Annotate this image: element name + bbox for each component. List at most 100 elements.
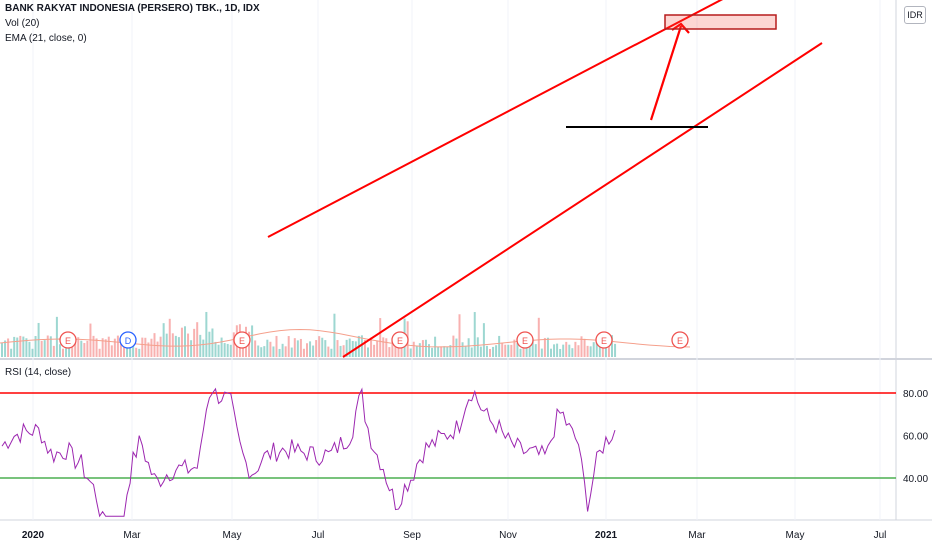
volume-bar <box>77 337 80 357</box>
volume-bar <box>135 347 138 357</box>
volume-bar <box>601 347 604 357</box>
volume-bar <box>196 322 199 357</box>
volume-bar <box>281 343 284 357</box>
rsi-tick-label: 40.00 <box>903 474 928 485</box>
volume-bar <box>4 340 7 357</box>
event-marker-circle <box>595 331 613 349</box>
price-pane[interactable] <box>0 0 896 357</box>
volume-bar <box>318 336 321 357</box>
volume-bar <box>208 331 211 357</box>
volume-bar <box>513 339 516 357</box>
volume-bar <box>516 342 519 357</box>
volume-bar <box>553 344 556 357</box>
volume-bar <box>397 345 400 357</box>
volume-bar <box>510 344 513 357</box>
volume-bar <box>577 345 580 357</box>
volume-bar <box>107 336 110 357</box>
volume-bar <box>467 338 470 357</box>
volume-bar <box>379 318 382 357</box>
volume-bar <box>257 345 260 357</box>
rsi-legend[interactable]: RSI (14, close) <box>5 367 72 378</box>
volume-bar <box>193 328 196 357</box>
time-tick-label: 2021 <box>595 530 618 541</box>
volume-bar <box>376 340 379 357</box>
volume-bar <box>589 346 592 357</box>
volume-bar <box>144 337 147 357</box>
volume-bar <box>299 338 302 357</box>
volume-bar <box>424 339 427 357</box>
volume-bar <box>464 346 467 357</box>
volume-bar <box>446 346 449 357</box>
volume-bar <box>55 316 58 357</box>
volume-bar <box>302 348 305 357</box>
grid-lines <box>32 0 881 520</box>
rsi-pane[interactable] <box>0 361 896 519</box>
volume-bar <box>251 325 254 357</box>
volume-bar <box>229 344 232 357</box>
volume-bar <box>495 345 498 357</box>
volume-bar <box>116 335 119 357</box>
volume-bar <box>13 336 16 357</box>
volume-bar <box>607 343 610 357</box>
volume-bar <box>351 340 354 357</box>
volume-bar <box>559 348 562 357</box>
volume-bar <box>34 336 37 357</box>
volume-bar <box>568 344 571 357</box>
volume-bar <box>330 348 333 357</box>
volume-bar <box>473 312 476 357</box>
volume-bar <box>440 346 443 357</box>
volume-bar <box>180 327 183 357</box>
event-marker-label: E <box>677 336 683 346</box>
volume-bar <box>421 340 424 357</box>
volume-bar <box>595 341 598 357</box>
time-tick-label: May <box>786 530 805 541</box>
volume-bar <box>342 345 345 357</box>
volume-bar <box>43 340 46 357</box>
volume-bar <box>293 338 296 357</box>
volume-bar <box>345 339 348 357</box>
volume-bar <box>370 337 373 357</box>
volume-bar <box>263 346 266 357</box>
time-tick-label: Sep <box>403 530 421 541</box>
volume-bar <box>226 343 229 357</box>
volume-bar <box>485 345 488 357</box>
volume-bar <box>71 343 74 357</box>
vol-legend[interactable]: Vol (20) <box>5 18 40 29</box>
volume-bar <box>190 340 193 357</box>
rsi-tick-label: 80.00 <box>903 389 928 400</box>
price-scale[interactable]: 4840479044203950379035803250295027502570… <box>897 0 928 485</box>
volume-bar <box>458 314 461 357</box>
rsi-indicator <box>0 387 896 518</box>
volume-bar <box>278 348 281 357</box>
volume-bar <box>150 338 153 357</box>
volume-bar <box>431 347 434 357</box>
event-marker-label: E <box>397 336 403 346</box>
volume-bar <box>220 337 223 357</box>
time-tick-label: Jul <box>312 530 325 541</box>
volume-bar <box>1 343 3 357</box>
volume-bar <box>321 337 324 357</box>
volume-bar <box>461 342 464 357</box>
volume-bar <box>98 348 101 357</box>
volume-bar <box>315 340 318 357</box>
volume-bar <box>449 345 452 357</box>
volume-bar <box>598 345 601 357</box>
volume-bar <box>232 332 235 357</box>
symbol-title[interactable]: BANK RAKYAT INDONESIA (PERSERO) TBK., 1D… <box>5 3 260 14</box>
volume-bar <box>199 334 202 357</box>
volume-bar <box>126 340 129 357</box>
currency-badge[interactable]: IDR <box>904 6 926 24</box>
rsi-tick-label: 60.00 <box>903 432 928 443</box>
time-tick-label: Nov <box>499 530 517 541</box>
ema-legend[interactable]: EMA (21, close, 0) <box>5 33 87 44</box>
volume-bar <box>123 345 125 357</box>
volume-bar <box>498 335 501 357</box>
volume-bar <box>58 344 61 357</box>
time-tick-label: Mar <box>688 530 706 541</box>
time-axis[interactable]: 2020 Mar May Jul Sep Nov 2021 Mar May Jul <box>22 530 887 541</box>
channel-lower-line <box>342 42 823 358</box>
volume-bar <box>363 339 366 357</box>
volume-bar <box>604 342 607 357</box>
